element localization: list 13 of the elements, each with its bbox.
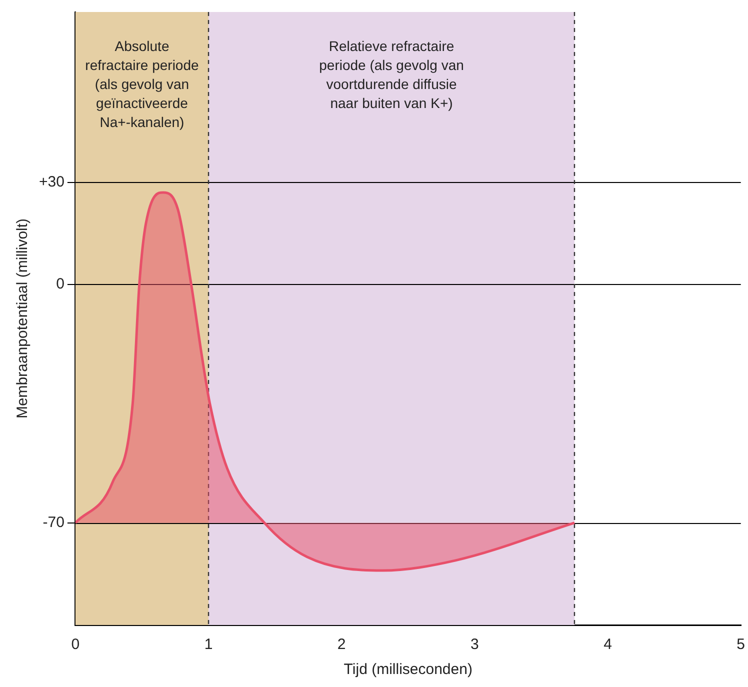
- band-label: Absolute refractaire periode (als gevolg van geïnactiveerde Na+-kanalen): [85, 38, 199, 130]
- x-tick-label: 4: [604, 636, 612, 654]
- x-tick-label: 1: [204, 636, 213, 654]
- y-tick-label: +30: [38, 173, 64, 190]
- x-tick-label: 0: [71, 636, 80, 654]
- x-tick-label: 2: [337, 636, 346, 654]
- x-tick-label: 5: [736, 636, 745, 654]
- band-label: Relatieve refractaire periode (als gevolg van voortdurende diffusie naar buiten van K+): [319, 38, 464, 111]
- y-tick-label: 0: [56, 276, 64, 293]
- x-tick-label: 3: [470, 636, 479, 654]
- x-axis-title: Tijd (milliseconden): [344, 661, 472, 678]
- y-axis-title: Membraanpotentiaal (millivolt): [14, 218, 32, 419]
- y-tick-label: -70: [42, 514, 64, 531]
